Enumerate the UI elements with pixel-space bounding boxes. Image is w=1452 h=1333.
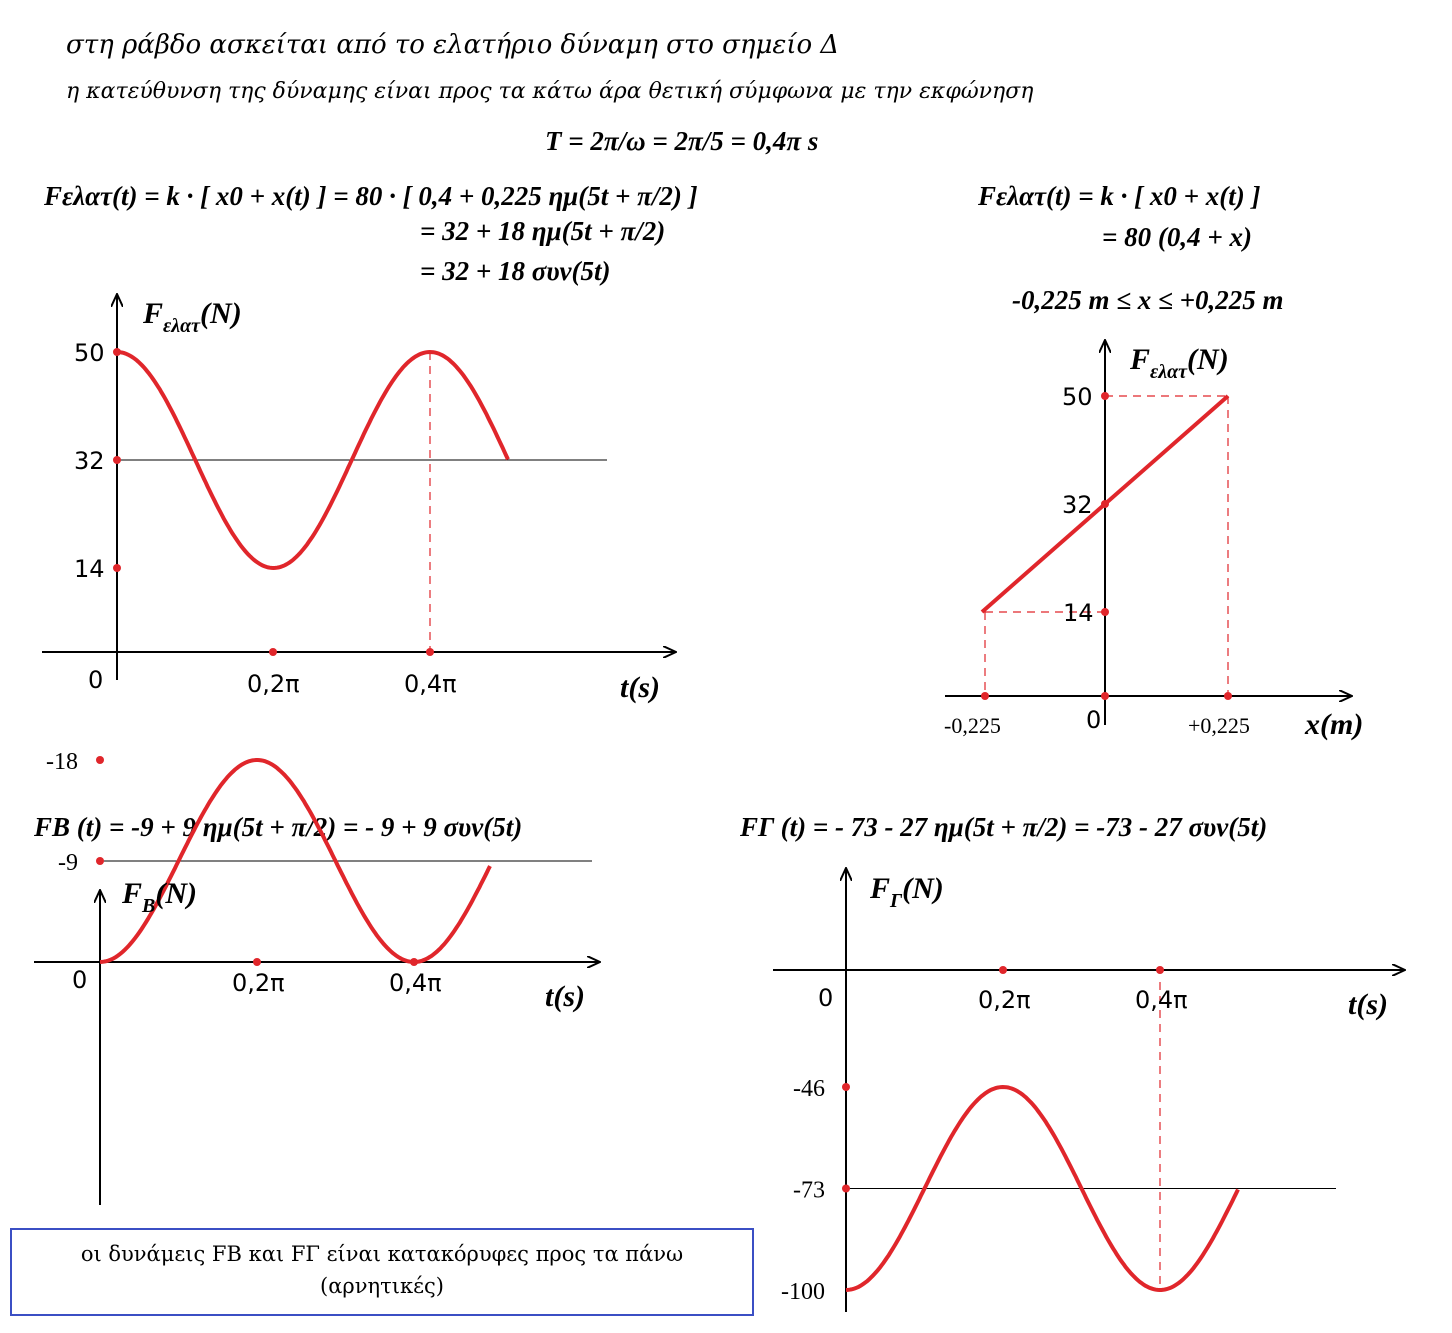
c2-ytick-label: 50	[1062, 383, 1093, 411]
c4-ytick-dot	[842, 1184, 850, 1193]
c2-point	[1101, 608, 1109, 616]
c2-point	[1101, 392, 1109, 400]
c3-ylabel: FB(N)	[121, 877, 197, 917]
c4-ytick-label: -46	[793, 1076, 825, 1102]
c2-origin-label: 0	[1086, 706, 1101, 734]
c2-point	[981, 692, 989, 700]
c1-ytick-label: 32	[74, 447, 105, 475]
c1-ytick-label: 14	[74, 555, 105, 583]
c4-xlabel: t(s)	[1348, 988, 1388, 1021]
c1-ytick-label: 0	[88, 666, 103, 694]
c4-xtick-dot	[1156, 966, 1164, 974]
c2-ytick-label: 14	[1063, 599, 1094, 627]
c4-xtick-dot	[999, 966, 1007, 974]
c4-xtick-label: 0,2π	[978, 986, 1031, 1014]
c3-ytick-dot	[96, 857, 104, 865]
c1-xtick-label: 0,4π	[404, 670, 457, 698]
c2-xtick-label: -0,225	[944, 713, 1001, 738]
c4-ytick-dot	[842, 1083, 850, 1091]
fg-equation: FΓ (t) = - 73 - 27 ημ(5t + π/2) = -73 - …	[740, 812, 1268, 842]
c3-origin-label: 0	[72, 966, 87, 994]
c1-ytick-dot	[113, 564, 121, 572]
c3-curve	[99, 758, 492, 964]
period-equation: T = 2π/ω = 2π/5 = 0,4π s	[545, 126, 819, 156]
c1-ytick-dot	[113, 456, 121, 464]
c4-ytick-label: -100	[781, 1279, 825, 1305]
c1-xtick-label: 0,2π	[247, 670, 300, 698]
c3-xtick-dot	[410, 958, 418, 966]
c2-xlabel: x(m)	[1304, 708, 1363, 741]
c1-ytick-label: 50	[74, 339, 105, 367]
note-line-1: οι δυνάμεις FB και FΓ είναι κατακόρυφες …	[80, 1242, 684, 1266]
c2-ylabel: Fελατ(N)	[1129, 343, 1229, 383]
c2-point	[1224, 692, 1232, 700]
c3-ytick-label: -9	[58, 850, 78, 876]
c2-point	[1101, 692, 1109, 700]
note-box: οι δυνάμεις FB και FΓ είναι κατακόρυφες …	[10, 1228, 754, 1316]
main-equation-line-3: = 32 + 18 συν(5t)	[420, 256, 611, 286]
intro-line-1: στη ράβδο ασκείται από το ελατήριο δύναμ…	[66, 30, 840, 60]
c3-xlabel: t(s)	[545, 980, 585, 1013]
x-range: -0,225 m ≤ x ≤ +0,225 m	[1012, 285, 1284, 315]
c4-curve	[845, 1084, 1240, 1292]
c3-xtick-label: 0,4π	[389, 969, 442, 997]
c3-ytick-dot	[96, 756, 104, 764]
c3-ytick-label: -18	[46, 749, 78, 775]
right-equation-line-1: Fελατ(t) = k · [ x0 + x(t) ]	[978, 181, 1261, 211]
c4-origin-label: 0	[818, 984, 833, 1012]
right-equation-line-2: = 80 (0,4 + x)	[1102, 222, 1253, 252]
c4-xtick-label: 0,4π	[1135, 986, 1188, 1014]
main-equation-line-1: Fελατ(t) = k · [ x0 + x(t) ] = 80 · [ 0,…	[44, 181, 698, 211]
note-line-2: (αρνητικές)	[320, 1274, 444, 1298]
c2-xtick-label: +0,225	[1188, 713, 1250, 738]
intro-line-2: η κατεύθυνση της δύναμης είναι προς τα κ…	[66, 79, 1034, 104]
c1-xtick-dot	[269, 648, 277, 656]
c3-xtick-dot	[253, 958, 261, 966]
c1-ytick-dot	[113, 348, 121, 356]
c4-ylabel: FΓ(N)	[869, 872, 944, 912]
c4-ytick-label: -73	[793, 1178, 825, 1204]
c1-xlabel: t(s)	[620, 671, 660, 704]
c1-xtick-dot	[426, 648, 434, 656]
c3-xtick-label: 0,2π	[232, 969, 285, 997]
c2-ytick-label: 32	[1062, 491, 1093, 519]
main-equation-line-2: = 32 + 18 ημ(5t + π/2)	[420, 216, 666, 246]
fb-equation: FB (t) = -9 + 9 ημ(5t + π/2) = - 9 + 9 σ…	[34, 812, 523, 842]
c1-curve	[116, 349, 510, 571]
c1-ylabel: Fελατ(N)	[142, 297, 242, 337]
c2-point	[1101, 500, 1109, 508]
